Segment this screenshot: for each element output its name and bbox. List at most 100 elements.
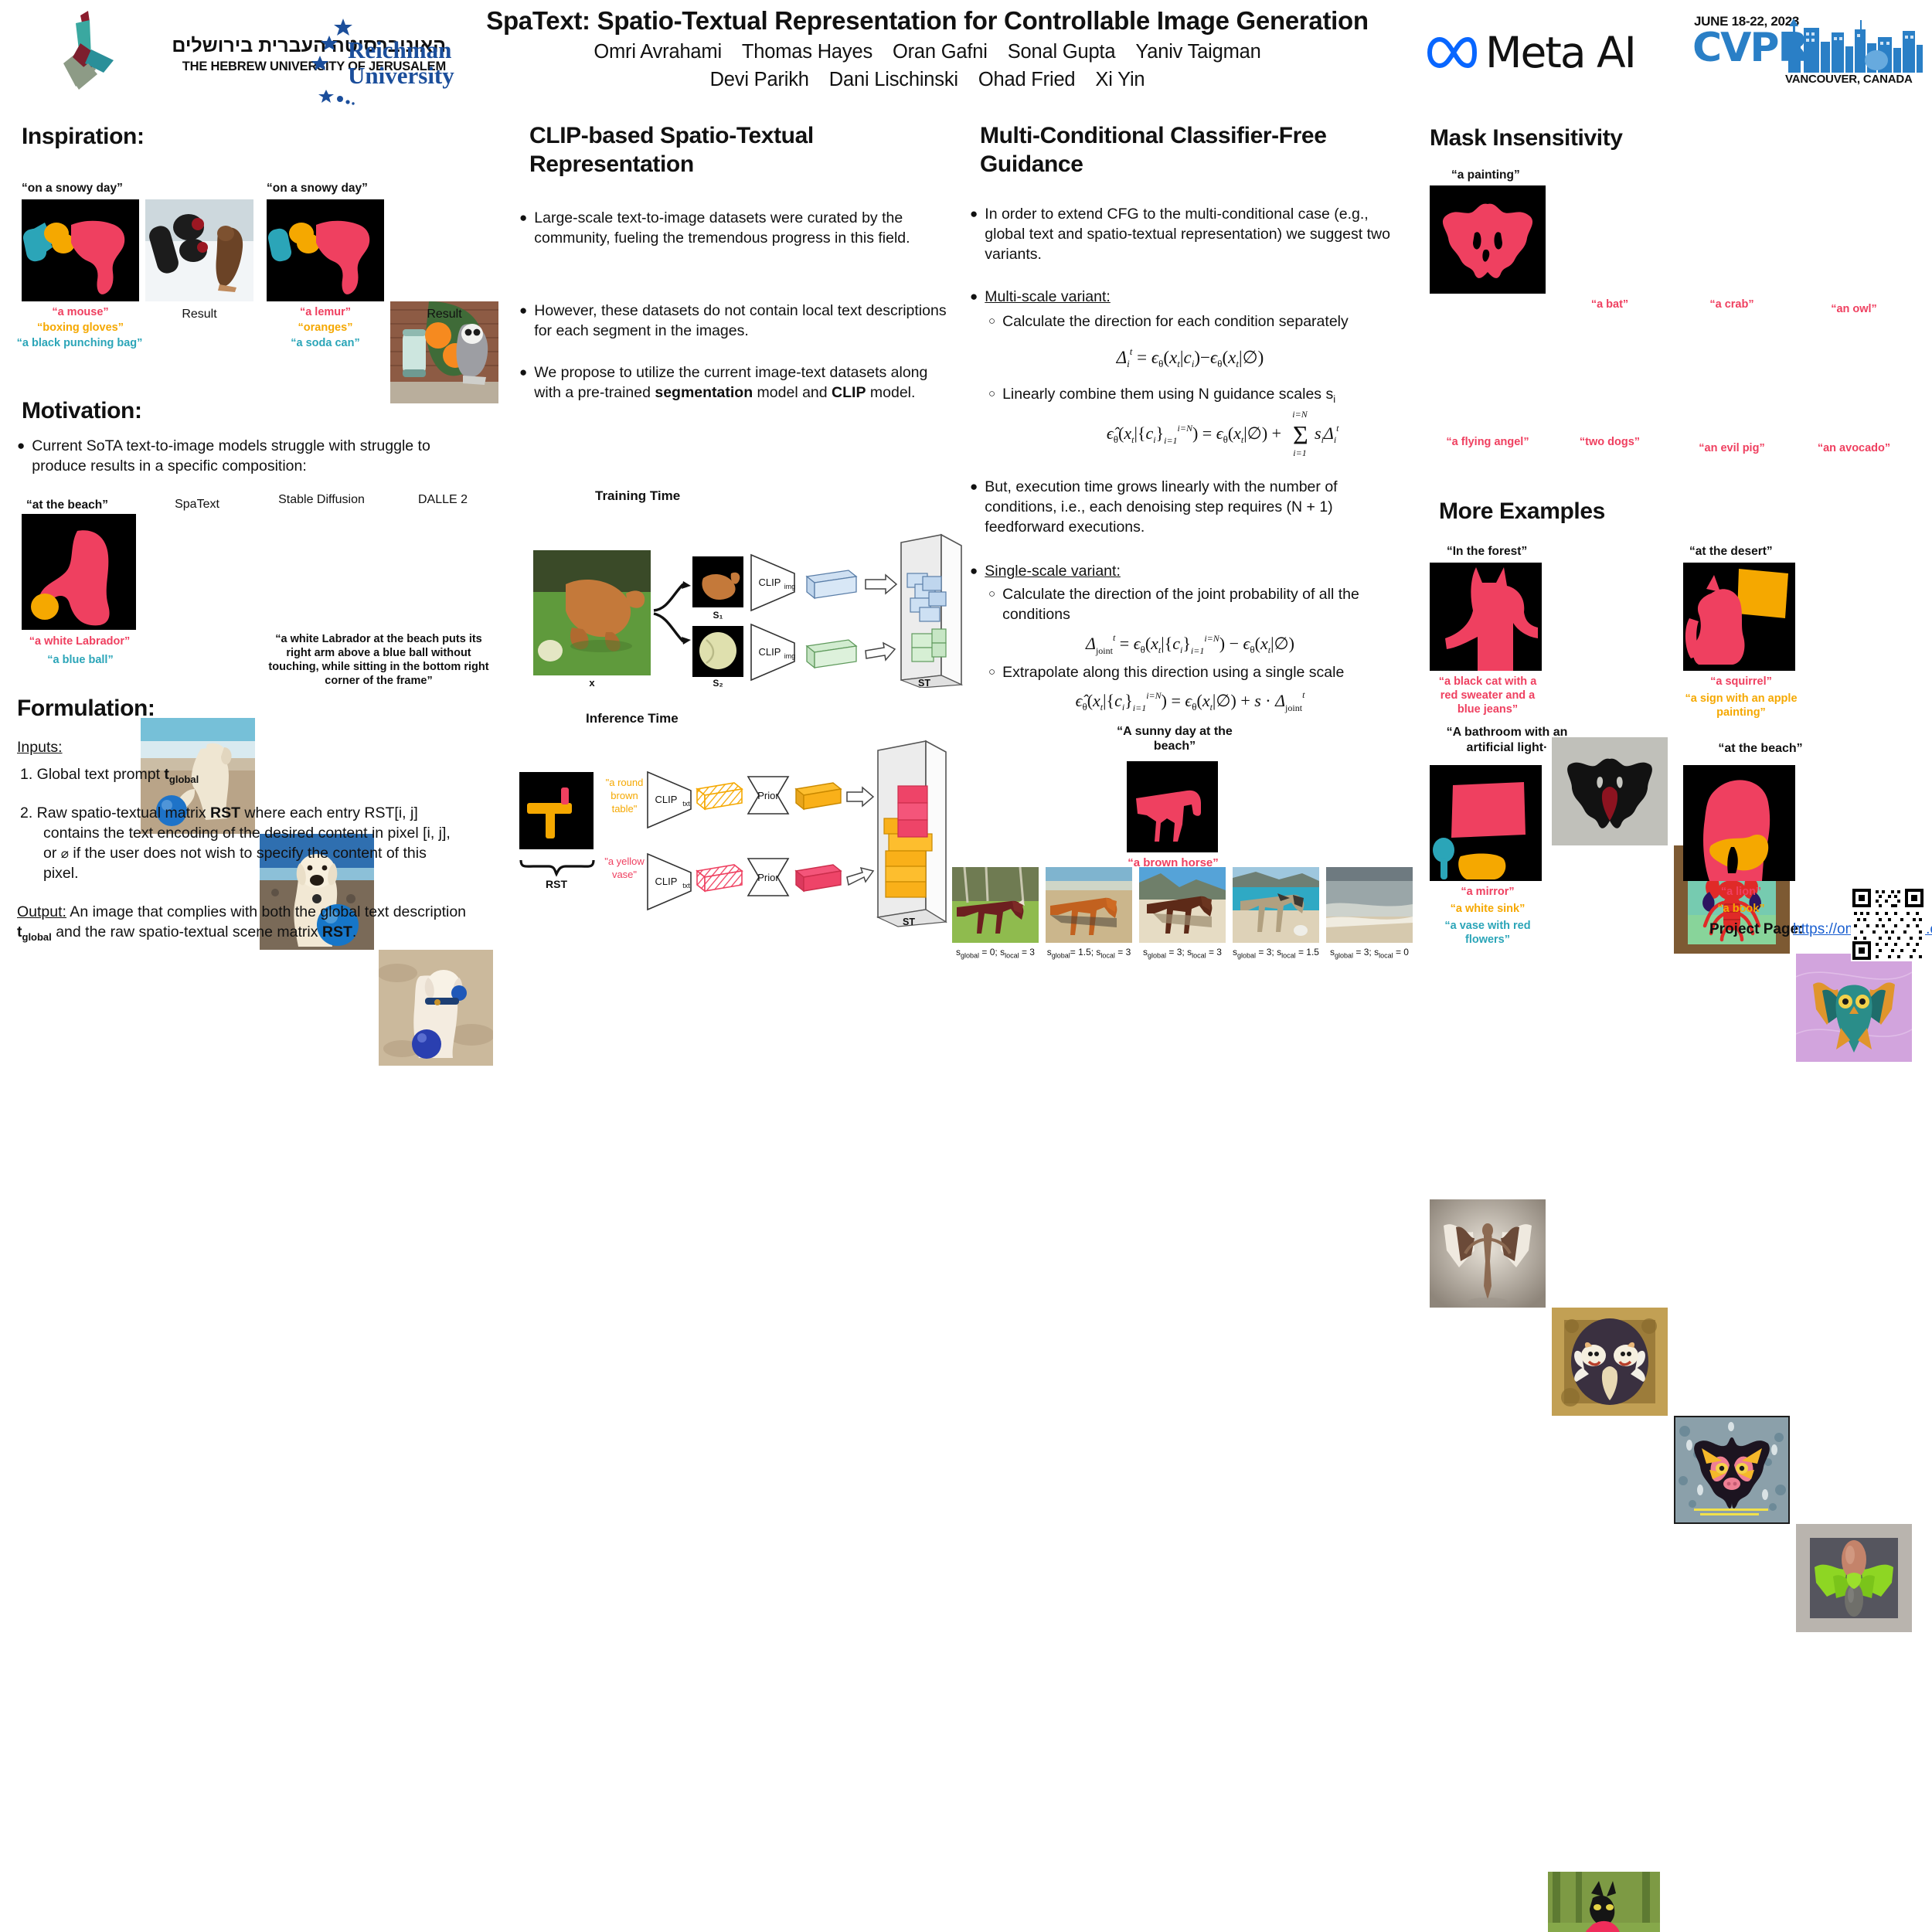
formulation-inputs-label: Inputs: [17, 738, 63, 758]
svg-text:CLIP: CLIP [759, 646, 781, 658]
svg-text:table": table" [612, 803, 638, 815]
more-examples-2-label-1: “a squirrel” [1710, 675, 1772, 688]
sglobal-symbol-3: s [1233, 947, 1238, 957]
multi-scale-sub-1: ○ Calculate the direction for each condi… [988, 312, 1429, 332]
formulation-item2-line1b: where each entry RST[i, j] [240, 804, 418, 821]
bullet-dot-icon: ● [519, 210, 528, 225]
more-examples-3-global-prompt: “A bathroom with an artificial light· [1446, 726, 1568, 754]
mask-insensitivity-label-bat: “a bat” [1590, 298, 1629, 311]
cvpr-2023-logo: JUNE 18-22, 2023 CVPR [1692, 11, 1924, 88]
multi-scale-sub-2-text: Linearly combine them using N guidance s… [1002, 386, 1334, 403]
slocal-subscript-0: local [1005, 951, 1019, 960]
cfg-demo-mask-label: “a brown horse” [1128, 856, 1219, 869]
single-scale-sub-1: ○ Calculate the direction of the joint p… [988, 585, 1429, 625]
mask-insensitivity-angel-image [1430, 1199, 1546, 1308]
mask-insensitivity-bat-image [1552, 737, 1668, 845]
authors-row-2: Devi Parikh Dani Lischinski Ohad Fried Xi Y… [479, 69, 1376, 91]
mask-insensitivity-label-avocado: “an avocado” [1817, 442, 1891, 454]
single-scale-sub-1-text: Calculate the direction of the joint pro… [1002, 586, 1359, 623]
slocal-subscript-3: local [1281, 951, 1296, 960]
formulation-output: Output: An image that complies with both… [17, 903, 496, 944]
inspiration-1-result-label: Result [182, 308, 217, 321]
svg-text:S₂: S₂ [713, 678, 723, 688]
motivation-stable-diffusion-image [260, 834, 374, 950]
svg-text:i=N: i=N [1292, 409, 1308, 420]
svg-text:S₁: S₁ [713, 610, 723, 621]
cfg-bullet-2: ● But, execution time grows linearly wit… [970, 478, 1403, 538]
motivation-spatext-image [141, 718, 255, 834]
more-examples-2-label-2: “a sign with an apple painting” [1685, 692, 1798, 719]
svg-text:"a round: "a round [606, 777, 644, 788]
formulation-output-subscript: global [22, 930, 52, 943]
motivation-col-label-sd: Stable Diffusion [278, 493, 365, 506]
sglobal-value-1: 1.5 [1078, 947, 1091, 957]
sglobal-subscript-1: global [1051, 951, 1070, 960]
formulation-output-text-b: and the raw spatio-textual scene matrix [51, 923, 322, 940]
svg-text:brown: brown [611, 790, 638, 801]
author-name: Xi Yin [1095, 69, 1145, 90]
mask-insensitivity-title: Mask Insensitivity [1430, 125, 1623, 151]
motivation-mask [22, 514, 136, 630]
mask-insensitivity-global-prompt: “a painting” [1451, 168, 1520, 182]
svg-text:Δit = ϵθ(xt|ci)−ϵθ(xt|∅): Δit = ϵθ(xt|ci)−ϵθ(xt|∅) [1116, 345, 1264, 369]
clip-bullet-1: ● Large-scale text-to-image datasets wer… [519, 209, 952, 249]
more-examples-4-mask [1683, 765, 1795, 881]
author-name: Oran Gafni [893, 41, 988, 63]
bullet-dot-icon: ● [970, 206, 978, 221]
author-name: Ohad Fried [978, 69, 1076, 90]
author-name: Thomas Hayes [741, 41, 872, 63]
bullet-dot-icon: ● [970, 563, 978, 578]
svg-text:txt: txt [682, 882, 690, 889]
page-title: SpaText: Spatio-Textual Representation f… [486, 6, 1369, 35]
title-block: SpaText: Spatio-Textual Representation f… [479, 6, 1376, 91]
formulation-item-2: 2. Raw spatio-textual matrix RST where e… [20, 804, 492, 884]
slocal-symbol-2: s [1187, 947, 1192, 957]
output-underline-label: Output: [17, 903, 66, 920]
svg-text:CLIP: CLIP [655, 794, 678, 805]
mask-insensitivity-label-angel: “a flying angel” [1446, 436, 1529, 448]
single-scale-variant-label: Single-scale variant: [985, 563, 1121, 580]
huji-english-name: THE HEBREW UNIVERSITY OF JERUSALEM [182, 59, 446, 73]
formulation-output-symbol: t [17, 923, 22, 940]
formulation-item2-line2: contains the text encoding of the desire… [43, 824, 451, 842]
motivation-mask-prompt: “at the beach” [26, 498, 108, 512]
sub-bullet-circle-icon: ○ [988, 315, 996, 328]
qr-code[interactable] [1851, 887, 1925, 961]
mask-insensitivity-owl-image [1796, 954, 1912, 1062]
cvpr-city: VANCOUVER, CANADA [1785, 73, 1913, 86]
cfg-section-title: Multi-Conditional Classifier-Free Guidan… [980, 123, 1327, 177]
motivation-title: Motivation: [22, 398, 142, 423]
formulation-output-text-a: An image that complies with both the glo… [66, 903, 467, 920]
svg-text:CLIP: CLIP [759, 577, 781, 588]
clip-bullet-3b: model and [753, 383, 832, 401]
sub-bullet-circle-icon: ○ [988, 587, 996, 600]
reichman-university-logo: Reichman University [309, 15, 479, 108]
reichman-line-2: University [348, 62, 454, 90]
formulation-item2-line3a: or [43, 844, 61, 862]
mask-insensitivity-dogs-image [1552, 1308, 1668, 1416]
slocal-value-1: 3 [1125, 947, 1131, 957]
clip-bullet-3c: model. [866, 383, 916, 401]
bullet-dot-icon: ● [970, 479, 978, 494]
vancouver-skyline-icon [1788, 19, 1923, 73]
slocal-value-4: 0 [1403, 947, 1409, 957]
motivation-mask-label-2: “a blue ball” [47, 654, 114, 666]
svg-text:siΔit: siΔit [1315, 423, 1339, 445]
cvpr-date: JUNE 18-22, 2023 [1694, 14, 1800, 29]
inspiration-2-label-3: “a soda can” [291, 337, 360, 349]
single-scale-sub-2-text: Extrapolate along this direction using a… [1002, 664, 1345, 681]
author-name: Omri Avrahami [594, 41, 722, 63]
more-examples-3-mask [1430, 765, 1542, 881]
more-examples-1-global-prompt: “In the forest” [1447, 545, 1528, 558]
slocal-symbol-1: s [1096, 947, 1101, 957]
more-examples-1-result [1548, 1872, 1660, 1932]
svg-text:vase": vase" [612, 869, 637, 880]
cfg-bullet-2-text: But, execution time grows linearly with … [985, 478, 1338, 536]
sglobal-symbol-2: s [1143, 947, 1148, 957]
mask-insensitivity-label-dogs: “two dogs” [1579, 436, 1641, 448]
formulation-item1-subscript: global [168, 773, 199, 785]
motivation-bullet-text: Current SoTA text-to-image models strugg… [32, 437, 430, 474]
inspiration-2-mask [267, 199, 384, 301]
formulation-item1-text: 1. Global text prompt [20, 766, 165, 783]
clip-bullet-3-clip: CLIP [832, 383, 866, 401]
